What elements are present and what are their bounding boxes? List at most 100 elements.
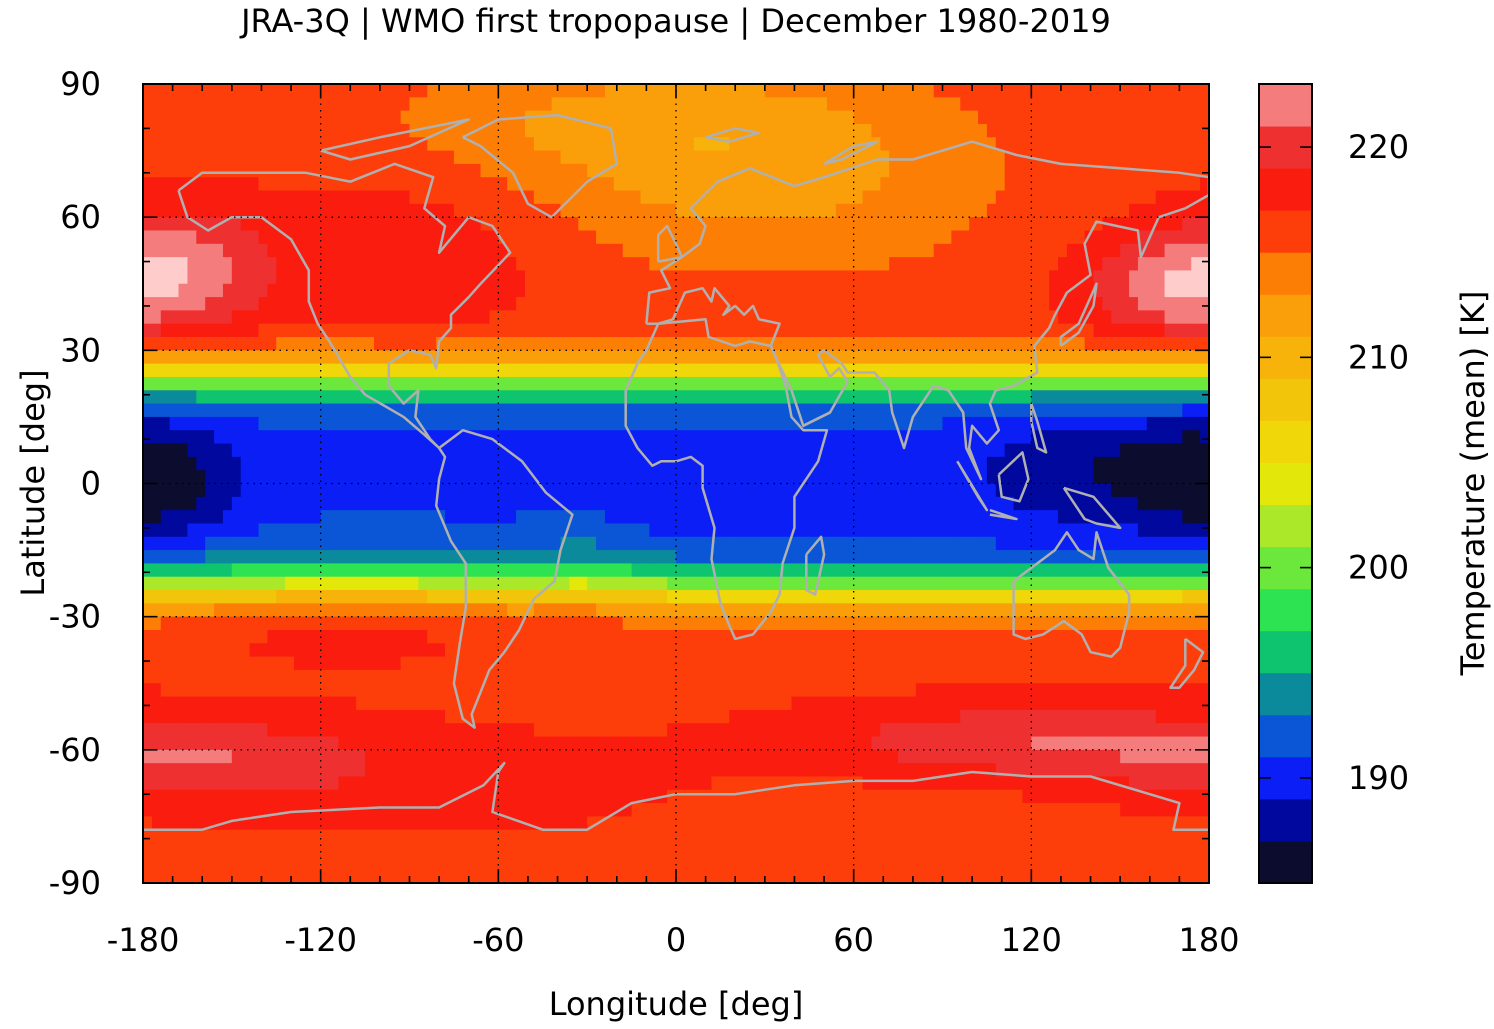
- field-cell: [347, 283, 357, 298]
- field-cell: [524, 616, 535, 631]
- field-cell: [1093, 190, 1103, 205]
- field-cell: [524, 297, 535, 311]
- field-cell: [347, 523, 357, 538]
- field-cell: [436, 536, 446, 551]
- field-cell: [969, 310, 979, 325]
- field-cell: [560, 483, 570, 498]
- field-cell: [711, 496, 722, 511]
- field-cell: [1093, 243, 1103, 258]
- field-cell: [240, 603, 251, 618]
- field-cell: [560, 350, 570, 365]
- field-cell: [578, 550, 588, 564]
- field-cell: [542, 350, 553, 365]
- field-cell: [1093, 110, 1103, 125]
- field-cell: [738, 283, 748, 298]
- field-cell: [1129, 470, 1139, 485]
- field-cell: [373, 123, 384, 138]
- field-cell: [267, 323, 277, 338]
- field-cell: [382, 510, 393, 525]
- field-cell: [205, 150, 215, 165]
- field-cell: [1004, 297, 1015, 311]
- field-cell: [898, 163, 908, 178]
- field-cell: [835, 496, 846, 511]
- field-cell: [551, 257, 562, 272]
- field-cell: [773, 177, 784, 192]
- field-cell: [453, 137, 464, 152]
- field-cell: [676, 323, 686, 338]
- field-cell: [827, 137, 837, 152]
- field-cell: [1031, 283, 1041, 298]
- field-cell: [294, 629, 304, 644]
- field-cell: [1173, 230, 1183, 245]
- field-cell: [516, 230, 526, 245]
- field-cell: [1093, 137, 1103, 152]
- field-cell: [827, 536, 837, 551]
- field-cell: [693, 603, 704, 618]
- field-cell: [187, 576, 197, 591]
- field-cell: [844, 97, 855, 112]
- field-cell: [658, 110, 668, 125]
- field-cell: [1111, 563, 1121, 578]
- field-cell: [800, 337, 810, 351]
- field-cell: [1057, 550, 1068, 564]
- field-cell: [747, 84, 757, 98]
- field-cell: [1164, 523, 1175, 538]
- field-cell: [1155, 590, 1166, 604]
- field-cell: [569, 257, 579, 272]
- field-cell: [427, 576, 437, 591]
- field-cell: [853, 217, 864, 232]
- field-cell: [835, 550, 846, 564]
- field-cell: [995, 257, 1006, 272]
- field-cell: [445, 230, 455, 245]
- field-cell: [978, 550, 988, 564]
- field-cell: [942, 350, 952, 365]
- field-cell: [711, 337, 722, 351]
- field-cell: [196, 97, 206, 112]
- field-cell: [231, 563, 242, 578]
- field-cell: [729, 430, 739, 445]
- field-cell: [862, 177, 873, 192]
- field-cell: [320, 563, 331, 578]
- field-cell: [436, 403, 446, 418]
- field-cell: [844, 416, 855, 431]
- field-cell: [924, 203, 935, 218]
- field-cell: [684, 270, 695, 285]
- field-cell: [1066, 603, 1077, 618]
- field-cell: [658, 390, 668, 405]
- field-cell: [773, 337, 784, 351]
- field-cell: [178, 97, 189, 112]
- field-cell: [640, 110, 650, 125]
- field-cell: [151, 416, 162, 431]
- field-cell: [391, 456, 402, 471]
- field-cell: [1057, 97, 1068, 112]
- field-cell: [747, 257, 757, 272]
- field-cell: [960, 297, 970, 311]
- field-cell: [800, 97, 810, 112]
- field-cell: [418, 243, 428, 258]
- field-cell: [418, 376, 428, 391]
- field-cell: [249, 217, 260, 232]
- field-cell: [258, 137, 268, 152]
- field-cell: [702, 536, 713, 551]
- field-cell: [249, 590, 260, 604]
- field-cell: [1182, 350, 1192, 365]
- field-cell: [898, 84, 908, 98]
- field-cell: [1102, 97, 1112, 112]
- field-cell: [285, 363, 295, 378]
- field-cell: [542, 217, 553, 232]
- field-cell: [240, 510, 251, 525]
- field-cell: [480, 350, 491, 365]
- field-cell: [276, 350, 286, 365]
- field-cell: [1129, 337, 1139, 351]
- field-cell: [809, 137, 819, 152]
- field-cell: [196, 270, 206, 285]
- field-cell: [489, 616, 499, 631]
- field-cell: [302, 523, 313, 538]
- field-cell: [871, 443, 881, 458]
- field-cell: [169, 443, 180, 458]
- field-cell: [1200, 376, 1209, 391]
- field-cell: [249, 310, 260, 325]
- field-cell: [649, 310, 659, 325]
- field-cell: [560, 590, 570, 604]
